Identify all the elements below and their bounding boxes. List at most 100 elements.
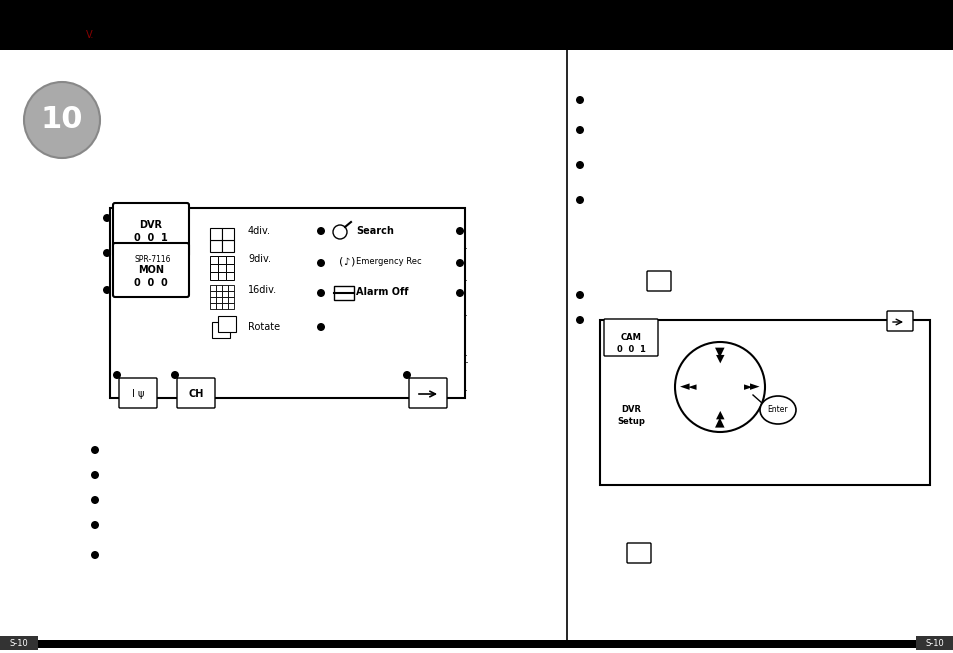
- Ellipse shape: [675, 342, 764, 432]
- Text: ▼: ▼: [715, 354, 723, 364]
- Text: Alarm Off: Alarm Off: [355, 287, 408, 297]
- Bar: [228, 303, 233, 309]
- FancyBboxPatch shape: [603, 319, 658, 356]
- Bar: [215, 297, 222, 303]
- Bar: [210, 291, 215, 297]
- Bar: [215, 291, 222, 297]
- Bar: [222, 285, 228, 291]
- Text: Setup: Setup: [617, 417, 644, 426]
- Circle shape: [91, 551, 99, 559]
- Text: ◄: ◄: [687, 382, 696, 392]
- Text: ♪: ♪: [343, 257, 349, 267]
- Bar: [222, 291, 228, 297]
- Text: ▲: ▲: [715, 415, 724, 428]
- Circle shape: [576, 196, 583, 204]
- Bar: [210, 264, 218, 272]
- Bar: [915, 636, 953, 650]
- Circle shape: [316, 289, 325, 297]
- Bar: [218, 256, 226, 264]
- Text: Search: Search: [355, 226, 394, 236]
- Bar: [210, 303, 215, 309]
- Bar: [218, 316, 235, 332]
- Circle shape: [103, 214, 111, 222]
- Circle shape: [333, 225, 347, 239]
- Text: DVR: DVR: [139, 220, 162, 230]
- Bar: [226, 256, 233, 264]
- Circle shape: [24, 82, 100, 158]
- Bar: [0, 48, 953, 50]
- Circle shape: [576, 291, 583, 299]
- Circle shape: [171, 371, 179, 379]
- Circle shape: [316, 227, 325, 235]
- Bar: [222, 240, 233, 252]
- Text: CAM: CAM: [619, 334, 640, 343]
- Bar: [599, 320, 929, 485]
- Text: ▼: ▼: [715, 345, 724, 358]
- FancyBboxPatch shape: [886, 311, 912, 331]
- Circle shape: [576, 96, 583, 104]
- Text: Enter: Enter: [767, 406, 787, 415]
- Text: I ψ: I ψ: [132, 389, 144, 399]
- Text: ►: ►: [749, 381, 759, 394]
- Bar: [228, 285, 233, 291]
- Text: SPR-7116: SPR-7116: [134, 255, 172, 264]
- Circle shape: [316, 259, 325, 267]
- Circle shape: [91, 446, 99, 454]
- Text: V.: V.: [86, 30, 94, 40]
- Bar: [218, 272, 226, 280]
- Bar: [210, 240, 222, 252]
- Text: 9div.: 9div.: [248, 254, 271, 264]
- Text: Emergency Rec: Emergency Rec: [355, 257, 421, 266]
- FancyBboxPatch shape: [177, 378, 214, 408]
- Circle shape: [576, 161, 583, 169]
- Bar: [0, 0, 953, 48]
- Text: MON: MON: [138, 265, 164, 275]
- Circle shape: [402, 371, 411, 379]
- Bar: [334, 286, 354, 300]
- Bar: [0, 640, 953, 648]
- Bar: [0, 24, 180, 48]
- Bar: [222, 303, 228, 309]
- Text: S-10: S-10: [924, 639, 943, 648]
- Circle shape: [103, 249, 111, 257]
- Bar: [215, 285, 222, 291]
- Text: 10: 10: [41, 106, 83, 135]
- Circle shape: [316, 323, 325, 331]
- Circle shape: [91, 471, 99, 479]
- FancyBboxPatch shape: [646, 271, 670, 291]
- Text: CH: CH: [188, 389, 204, 399]
- Ellipse shape: [760, 396, 795, 424]
- Bar: [228, 297, 233, 303]
- Text: S-10: S-10: [10, 639, 29, 648]
- Circle shape: [456, 227, 463, 235]
- Bar: [210, 256, 218, 264]
- FancyBboxPatch shape: [626, 543, 650, 563]
- Bar: [215, 303, 222, 309]
- Bar: [210, 297, 215, 303]
- FancyBboxPatch shape: [112, 243, 189, 297]
- Circle shape: [112, 371, 121, 379]
- Circle shape: [576, 126, 583, 134]
- Bar: [210, 272, 218, 280]
- Text: ): ): [350, 257, 354, 267]
- Text: ▲: ▲: [715, 410, 723, 420]
- Circle shape: [91, 521, 99, 529]
- Text: (: (: [338, 257, 343, 267]
- Bar: [210, 228, 222, 240]
- Text: Rotate: Rotate: [248, 322, 280, 332]
- Bar: [228, 291, 233, 297]
- Circle shape: [103, 286, 111, 294]
- Circle shape: [576, 316, 583, 324]
- Bar: [212, 322, 230, 338]
- Text: 16div.: 16div.: [248, 285, 276, 295]
- Circle shape: [456, 289, 463, 297]
- FancyBboxPatch shape: [119, 378, 157, 408]
- Bar: [226, 272, 233, 280]
- Circle shape: [91, 496, 99, 504]
- Bar: [218, 264, 226, 272]
- Text: 0  0  1: 0 0 1: [134, 233, 168, 243]
- Bar: [226, 264, 233, 272]
- FancyBboxPatch shape: [409, 378, 447, 408]
- Text: 0  0  1: 0 0 1: [616, 345, 645, 353]
- Bar: [222, 297, 228, 303]
